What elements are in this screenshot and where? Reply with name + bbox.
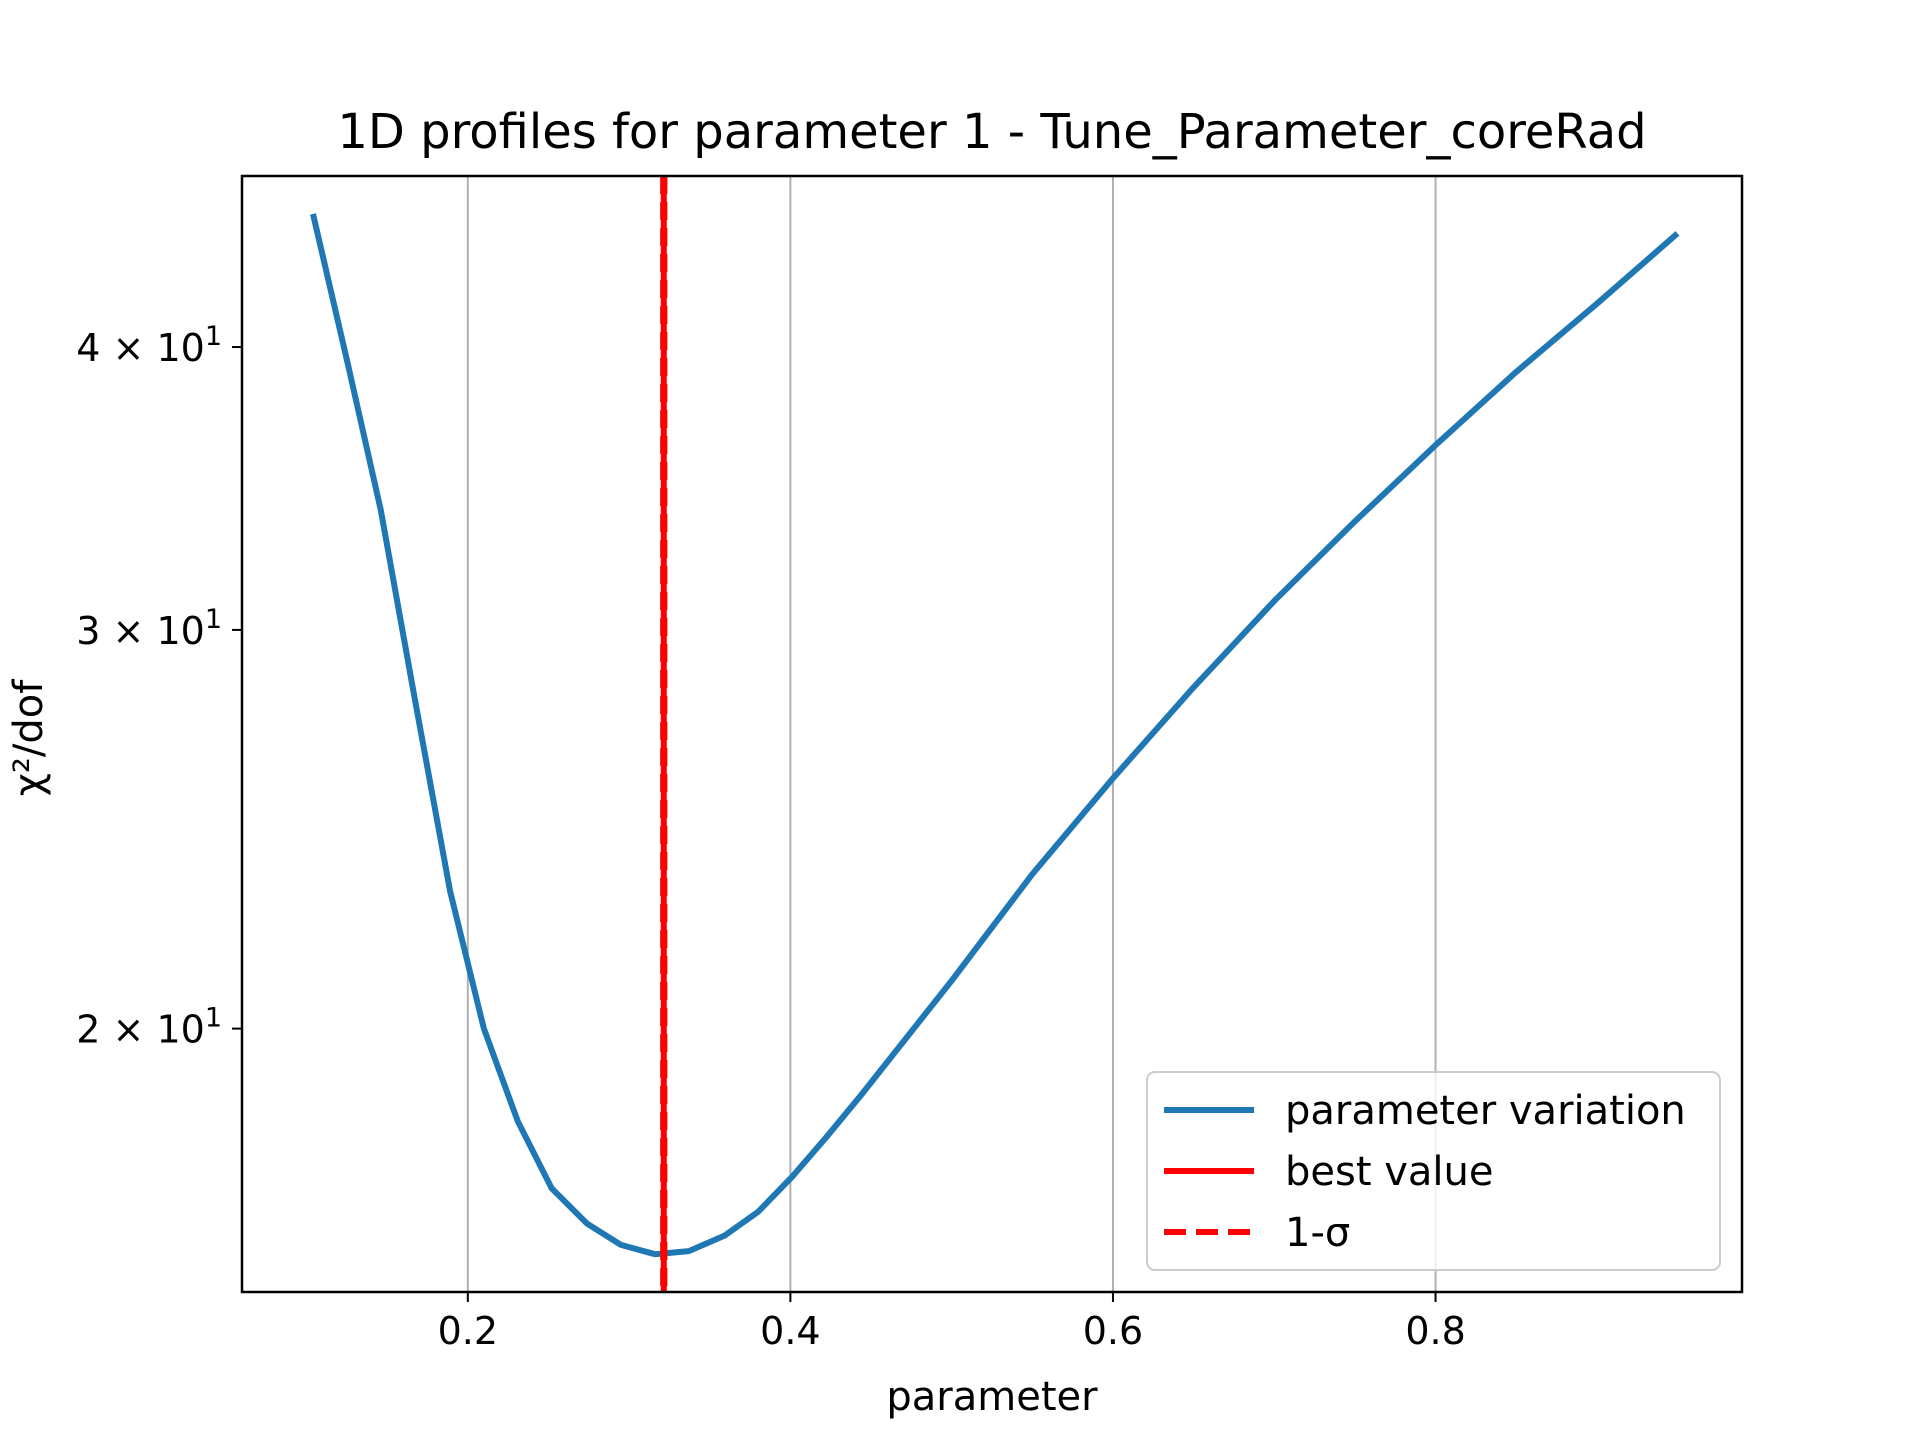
legend-entry-label: parameter variation (1285, 1088, 1686, 1134)
x-tick-label: 0.4 (760, 1309, 820, 1353)
y-tick-label: 4 × 101 (76, 321, 222, 370)
chart-title: 1D profiles for parameter 1 - Tune_Param… (337, 104, 1646, 160)
series-line-parameter-variation (310, 213, 1680, 1258)
x-tick-label: 0.2 (438, 1309, 498, 1353)
x-tick-label: 0.8 (1405, 1309, 1465, 1353)
y-axis: 2 × 101 3 × 101 4 × 101 (76, 321, 242, 1052)
legend-box (1146, 1071, 1721, 1271)
y-axis-label: χ²/dof (6, 679, 52, 796)
plot-frame (240, 174, 1744, 1294)
x-axis: 0.2 0.4 0.6 0.8 (438, 1292, 1466, 1353)
x-axis-label: parameter (886, 1374, 1098, 1420)
legend: parameter variation best value 1-σ (1146, 1071, 1721, 1271)
y-tick-label: 3 × 101 (76, 604, 222, 653)
x-tick-label: 0.6 (1083, 1309, 1143, 1353)
grid-lines (466, 176, 1437, 1292)
legend-entry-label: best value (1285, 1149, 1494, 1195)
series-layer (310, 176, 1680, 1292)
legend-entry-label: 1-σ (1285, 1210, 1350, 1256)
y-tick-label: 2 × 101 (76, 1003, 222, 1052)
